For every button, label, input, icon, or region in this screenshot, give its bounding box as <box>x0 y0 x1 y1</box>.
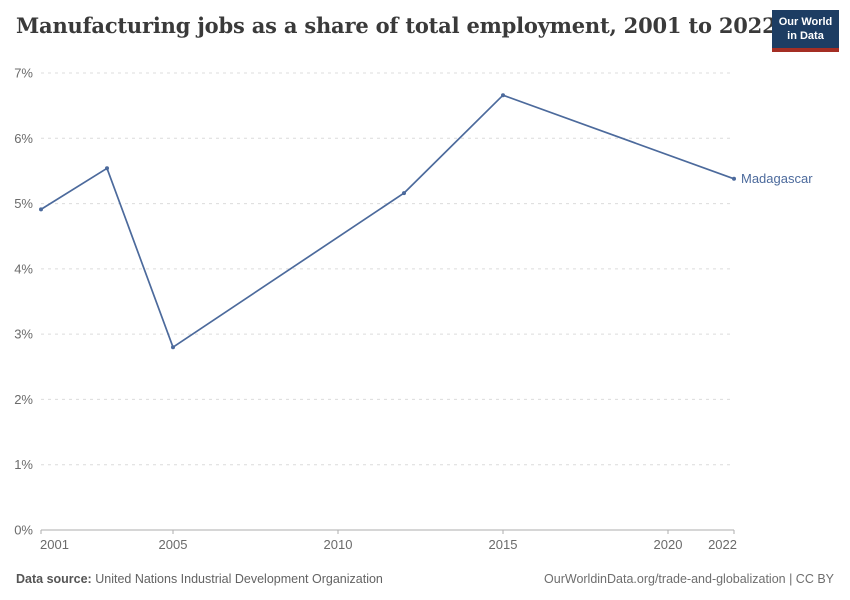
x-tick-label: 2001 <box>40 537 69 552</box>
x-tick-label: 2005 <box>159 537 188 552</box>
y-tick-label: 0% <box>14 523 33 538</box>
page-title: Manufacturing jobs as a share of total e… <box>16 13 777 38</box>
y-tick-label: 2% <box>14 392 33 407</box>
y-tick-label: 5% <box>14 196 33 211</box>
series-label-madagascar[interactable]: Madagascar <box>741 170 813 186</box>
series-line-madagascar[interactable] <box>40 94 735 349</box>
data-source-value: United Nations Industrial Development Or… <box>95 572 383 586</box>
data-source-label: Data source: <box>16 572 92 586</box>
data-point-marker[interactable] <box>171 345 175 350</box>
owid-logo-line1: Our World <box>778 16 833 28</box>
owid-logo-line2: in Data <box>787 29 824 42</box>
data-point-marker[interactable] <box>732 176 736 181</box>
x-tick-label: 2015 <box>489 537 518 552</box>
data-point-marker[interactable] <box>501 93 505 98</box>
data-point-marker[interactable] <box>105 166 109 171</box>
x-tick-label: 2022 <box>708 537 737 552</box>
x-tick-label: 2020 <box>654 537 683 552</box>
attribution-note: OurWorldinData.org/trade-and-globalizati… <box>544 572 834 586</box>
y-tick-label: 6% <box>14 131 33 146</box>
data-point-marker[interactable] <box>39 207 43 212</box>
y-tick-label: 3% <box>14 327 33 342</box>
data-source-note: Data source: United Nations Industrial D… <box>16 572 383 586</box>
y-tick-label: 4% <box>14 261 33 276</box>
owid-logo: Our World in Data <box>772 10 839 52</box>
x-tick-label: 2010 <box>324 537 353 552</box>
y-tick-label: 1% <box>14 457 33 472</box>
y-tick-label: 7% <box>14 66 33 81</box>
data-point-marker[interactable] <box>402 191 406 196</box>
